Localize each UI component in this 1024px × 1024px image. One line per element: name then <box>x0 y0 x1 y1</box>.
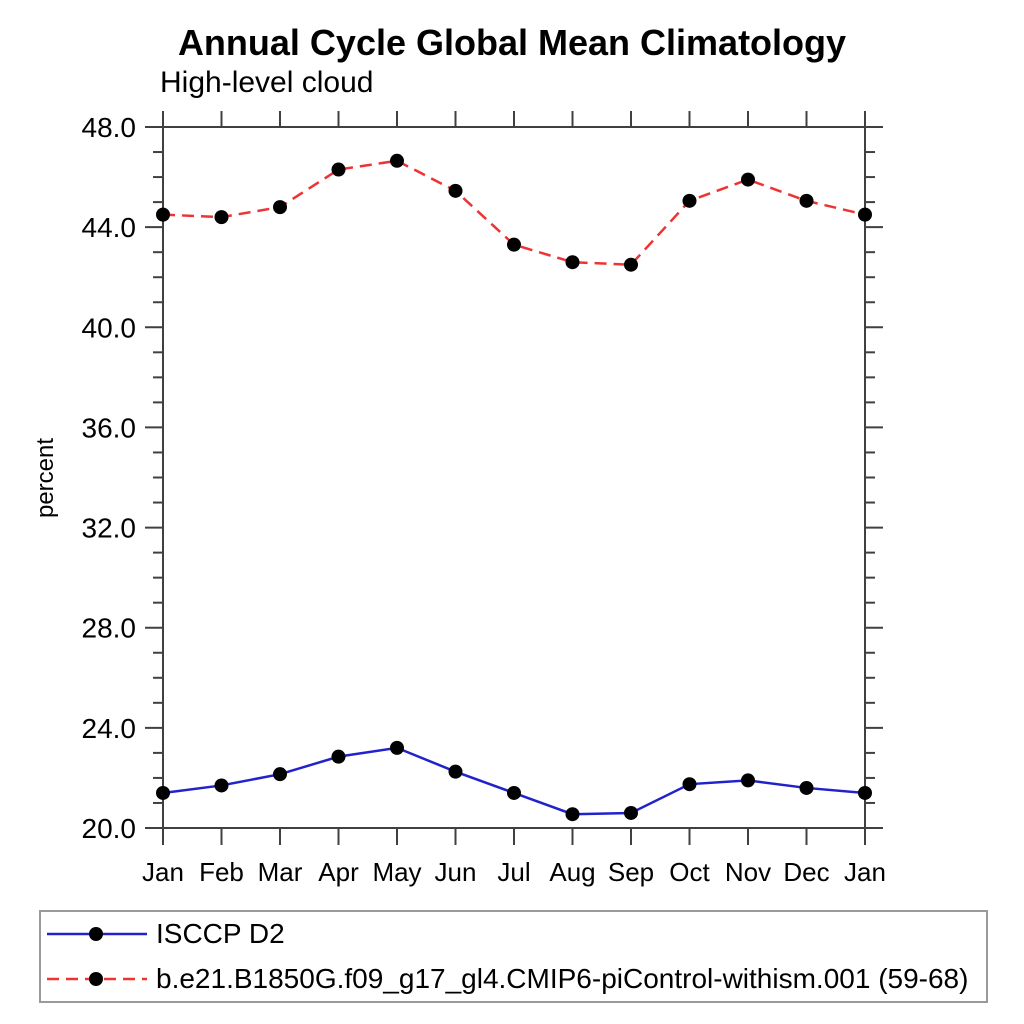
svg-text:Mar: Mar <box>258 857 303 887</box>
legend-line-sample-solid-icon <box>47 927 147 942</box>
svg-text:40.0: 40.0 <box>82 312 137 343</box>
legend-label: b.e21.B1850G.f09_g17_gl4.CMIP6-piControl… <box>156 962 969 994</box>
svg-text:Sep: Sep <box>608 857 654 887</box>
svg-text:32.0: 32.0 <box>82 513 137 544</box>
svg-text:Jan: Jan <box>142 857 184 887</box>
chart-title: Annual Cycle Global Mean Climatology <box>177 22 847 63</box>
svg-text:36.0: 36.0 <box>82 412 137 443</box>
svg-text:Aug: Aug <box>549 857 595 887</box>
svg-text:Dec: Dec <box>783 857 829 887</box>
legend-item-model: b.e21.B1850G.f09_g17_gl4.CMIP6-piControl… <box>41 959 986 999</box>
svg-text:44.0: 44.0 <box>82 212 137 243</box>
svg-text:48.0: 48.0 <box>82 112 137 143</box>
chart-subtitle: High-level cloud <box>160 66 374 99</box>
legend-item-isccp: ISCCP D2 <box>41 914 986 954</box>
legend-line-sample-dashed-icon <box>47 971 147 986</box>
svg-text:28.0: 28.0 <box>82 613 137 644</box>
svg-text:Oct: Oct <box>669 857 710 887</box>
svg-text:Jan: Jan <box>844 857 886 887</box>
svg-text:Jun: Jun <box>435 857 477 887</box>
legend: ISCCP D2 b.e21.B1850G.f09_g17_gl4.CMIP6-… <box>39 910 988 1003</box>
svg-text:Nov: Nov <box>725 857 771 887</box>
svg-text:Feb: Feb <box>199 857 244 887</box>
svg-text:May: May <box>372 857 421 887</box>
svg-text:24.0: 24.0 <box>82 713 137 744</box>
svg-text:Apr: Apr <box>318 857 359 887</box>
svg-text:Jul: Jul <box>497 857 530 887</box>
legend-label: ISCCP D2 <box>156 918 285 950</box>
svg-text:20.0: 20.0 <box>82 813 137 844</box>
